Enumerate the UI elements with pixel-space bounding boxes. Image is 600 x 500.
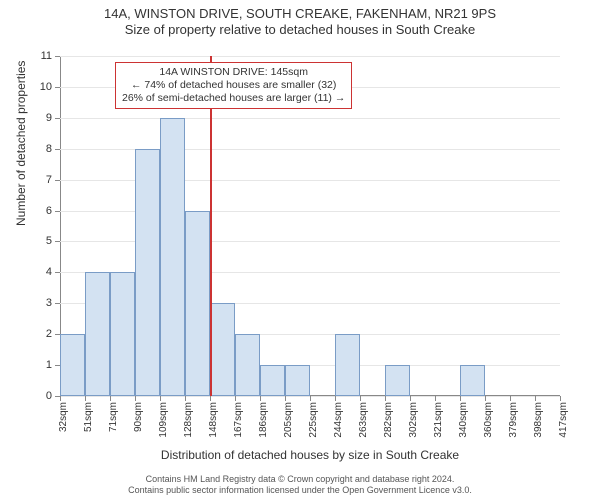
- xtick-label: 225sqm: [308, 402, 319, 438]
- xtick-label: 244sqm: [333, 402, 344, 438]
- histogram-bar: [85, 272, 110, 396]
- xtick-mark: [235, 396, 236, 401]
- histogram-bar: [110, 272, 135, 396]
- xtick-mark: [160, 396, 161, 401]
- xtick-label: 340sqm: [458, 402, 469, 438]
- xtick-label: 263sqm: [358, 402, 369, 438]
- grid-line: [60, 118, 560, 119]
- annotation-line2: ← 74% of detached houses are smaller (32…: [122, 79, 345, 92]
- xtick-mark: [485, 396, 486, 401]
- ytick-label: 5: [46, 235, 52, 247]
- xtick-mark: [385, 396, 386, 401]
- ytick-label: 2: [46, 328, 52, 340]
- xtick-mark: [210, 396, 211, 401]
- xtick-label: 128sqm: [183, 402, 194, 438]
- xtick-mark: [60, 396, 61, 401]
- ytick-mark: [55, 272, 60, 273]
- xtick-mark: [285, 396, 286, 401]
- annotation-line1: 14A WINSTON DRIVE: 145sqm: [122, 66, 345, 79]
- histogram-bar: [285, 365, 310, 396]
- xtick-label: 51sqm: [83, 402, 94, 432]
- xtick-label: 321sqm: [433, 402, 444, 438]
- ytick-label: 0: [46, 390, 52, 402]
- x-axis-title: Distribution of detached houses by size …: [60, 448, 560, 462]
- footnote: Contains HM Land Registry data © Crown c…: [0, 474, 600, 496]
- ytick-mark: [55, 241, 60, 242]
- xtick-mark: [460, 396, 461, 401]
- ytick-mark: [55, 118, 60, 119]
- xtick-label: 398sqm: [533, 402, 544, 438]
- xtick-label: 90sqm: [133, 402, 144, 432]
- xtick-label: 379sqm: [508, 402, 519, 438]
- xtick-mark: [535, 396, 536, 401]
- xtick-mark: [560, 396, 561, 401]
- chart-title: 14A, WINSTON DRIVE, SOUTH CREAKE, FAKENH…: [0, 0, 600, 39]
- xtick-label: 186sqm: [258, 402, 269, 438]
- ytick-mark: [55, 87, 60, 88]
- histogram-bar: [60, 334, 85, 396]
- xtick-label: 32sqm: [58, 402, 69, 432]
- xtick-mark: [310, 396, 311, 401]
- ytick-label: 6: [46, 205, 52, 217]
- y-axis-title: Number of detached properties: [14, 61, 28, 226]
- xtick-mark: [260, 396, 261, 401]
- ytick-label: 11: [41, 50, 52, 62]
- footnote-line2: Contains public sector information licen…: [128, 485, 472, 495]
- xtick-label: 71sqm: [108, 402, 119, 432]
- xtick-mark: [410, 396, 411, 401]
- xtick-label: 360sqm: [483, 402, 494, 438]
- histogram-bar: [460, 365, 485, 396]
- xtick-mark: [360, 396, 361, 401]
- ytick-label: 3: [46, 297, 52, 309]
- footnote-line1: Contains HM Land Registry data © Crown c…: [146, 474, 455, 484]
- histogram-bar: [185, 211, 210, 396]
- title-line2: Size of property relative to detached ho…: [0, 22, 600, 38]
- title-line1: 14A, WINSTON DRIVE, SOUTH CREAKE, FAKENH…: [0, 6, 600, 22]
- xtick-label: 167sqm: [233, 402, 244, 438]
- ytick-mark: [55, 211, 60, 212]
- histogram-bar: [385, 365, 410, 396]
- xtick-mark: [110, 396, 111, 401]
- annotation-line3: 26% of semi-detached houses are larger (…: [122, 92, 345, 105]
- xtick-mark: [85, 396, 86, 401]
- histogram-bar: [135, 149, 160, 396]
- plot-area: 0123456789101132sqm51sqm71sqm90sqm109sqm…: [60, 56, 560, 396]
- grid-line: [60, 56, 560, 57]
- ytick-mark: [55, 180, 60, 181]
- xtick-mark: [185, 396, 186, 401]
- ytick-label: 10: [40, 81, 52, 93]
- xtick-label: 148sqm: [208, 402, 219, 438]
- xtick-label: 282sqm: [383, 402, 394, 438]
- xtick-label: 109sqm: [158, 402, 169, 438]
- histogram-bar: [235, 334, 260, 396]
- histogram-bar: [160, 118, 185, 396]
- xtick-mark: [135, 396, 136, 401]
- ytick-mark: [55, 56, 60, 57]
- ytick-label: 7: [46, 174, 52, 186]
- histogram-bar: [335, 334, 360, 396]
- xtick-label: 205sqm: [283, 402, 294, 438]
- ytick-label: 9: [46, 112, 52, 124]
- ytick-mark: [55, 303, 60, 304]
- ytick-label: 4: [46, 266, 52, 278]
- xtick-mark: [510, 396, 511, 401]
- annotation-box: 14A WINSTON DRIVE: 145sqm← 74% of detach…: [115, 62, 352, 109]
- histogram-bar: [260, 365, 285, 396]
- xtick-mark: [435, 396, 436, 401]
- histogram-bar: [210, 303, 235, 396]
- ytick-mark: [55, 149, 60, 150]
- xtick-label: 417sqm: [558, 402, 569, 438]
- xtick-label: 302sqm: [408, 402, 419, 438]
- ytick-label: 1: [46, 359, 52, 371]
- ytick-label: 8: [46, 143, 52, 155]
- xtick-mark: [335, 396, 336, 401]
